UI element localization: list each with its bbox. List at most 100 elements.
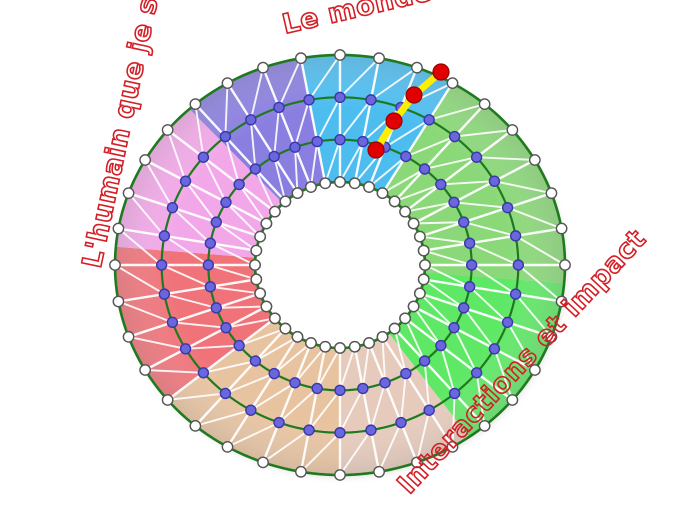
- interior-vertex: [423, 114, 435, 126]
- diagonal-edge: [184, 180, 218, 224]
- boundary-vertex: [559, 259, 571, 271]
- radial-edge: [418, 191, 553, 238]
- boundary-vertex: [555, 295, 568, 308]
- interior-vertex: [512, 259, 525, 271]
- diagonal-edge: [249, 118, 257, 170]
- diagonal-edge: [238, 183, 268, 225]
- radial-edge: [412, 305, 537, 372]
- diagonal-edge: [316, 96, 341, 143]
- interior-vertex: [463, 237, 476, 249]
- interior-vertex: [219, 387, 232, 400]
- diagonal-edge: [451, 392, 456, 448]
- radial-edge: [166, 128, 277, 213]
- diagonal-edge: [215, 221, 258, 252]
- boundary-vertex: [268, 312, 281, 325]
- diagonal-edge: [316, 347, 341, 390]
- boundary-vertex: [545, 187, 558, 200]
- interior-vertex: [245, 114, 257, 126]
- diagonal-edge: [202, 360, 257, 374]
- diagonal-edge: [224, 82, 229, 138]
- diagonal-edge: [339, 57, 381, 99]
- diagonal-edge: [517, 264, 563, 303]
- boundary-vertex: [305, 181, 317, 193]
- interior-vertex: [220, 196, 232, 209]
- boundary-vertex: [399, 205, 412, 218]
- interior-vertex: [158, 288, 171, 300]
- diagonal-edge: [160, 264, 212, 288]
- diagonal-edge: [514, 234, 566, 266]
- boundary-vertex: [419, 259, 431, 271]
- highlight-path-line: [372, 68, 445, 154]
- interior-vertex: [249, 355, 262, 367]
- interior-vertex: [418, 163, 431, 175]
- boundary-vertex: [478, 98, 491, 111]
- boundary-vertex: [112, 295, 125, 308]
- diagonal-edge: [225, 201, 262, 238]
- boundary-vertex: [348, 340, 361, 353]
- interior-vertex: [423, 404, 435, 416]
- diagonal-edge: [184, 344, 241, 350]
- interior-vertex: [509, 230, 522, 242]
- interior-vertex: [303, 94, 315, 106]
- interior-vertex: [166, 316, 179, 329]
- diagonal-edge: [493, 180, 553, 195]
- diagonal-edge: [423, 156, 478, 170]
- interior-vertex: [179, 343, 192, 355]
- diagonal-edge: [422, 278, 465, 309]
- radial-edge: [412, 158, 537, 225]
- boundary-vertex: [295, 465, 307, 478]
- boundary-vertex: [260, 300, 273, 313]
- diagonal-edge: [339, 98, 372, 141]
- boundary-vertex: [257, 456, 269, 469]
- boundary-vertex: [291, 330, 304, 343]
- boundary-vertex: [291, 187, 304, 200]
- boundary-vertex: [319, 340, 332, 353]
- interior-vertex: [158, 230, 171, 242]
- diagonal-edge: [166, 129, 187, 183]
- radial-edge: [403, 128, 514, 213]
- diagonal-edge: [378, 421, 402, 473]
- diagonal-edge: [215, 305, 268, 309]
- interior-vertex: [501, 201, 514, 214]
- interior-vertex: [210, 302, 222, 314]
- radial-edge: [367, 341, 419, 464]
- interior-vertex: [448, 387, 461, 400]
- interior-vertex: [435, 178, 447, 191]
- interior-vertex: [334, 384, 346, 397]
- boundary-vertex: [221, 77, 234, 90]
- diagonal-edge: [439, 344, 456, 395]
- diagonal-edge: [224, 372, 276, 395]
- interior-vertex: [249, 163, 262, 175]
- interior-vertex: [448, 130, 461, 143]
- diagonal-edge: [117, 300, 174, 324]
- diagonal-edge: [453, 326, 478, 374]
- boundary-vertex: [221, 440, 234, 453]
- radial-edge: [353, 345, 381, 474]
- interior-vertex: [289, 141, 301, 153]
- boundary-vertex: [122, 187, 135, 200]
- diagonal-edge: [404, 201, 455, 213]
- diagonal-edge: [127, 192, 166, 237]
- highlight-node: [367, 141, 385, 159]
- diagonal-edge: [299, 431, 341, 473]
- diagonal-edge: [144, 369, 205, 374]
- diagonal-edge: [404, 135, 456, 158]
- boundary-vertex: [446, 77, 459, 90]
- diagonal-edge: [171, 206, 212, 245]
- interior-vertex: [509, 288, 522, 300]
- interior-vertex: [219, 130, 232, 143]
- boundary-vertex: [334, 469, 346, 481]
- diagonal-edge: [278, 387, 319, 424]
- diagonal-edge: [418, 235, 471, 245]
- interior-vertex: [379, 377, 391, 389]
- torus-inner-shading: [115, 55, 565, 475]
- interior-vertex: [465, 259, 478, 271]
- diagonal-edge: [381, 335, 386, 384]
- boundary-vertex: [413, 287, 426, 300]
- interior-vertex: [448, 321, 460, 334]
- diagonal-edge: [194, 103, 205, 159]
- interior-vertex: [268, 367, 280, 380]
- boundary-vertex: [407, 217, 420, 230]
- boundary-vertex: [399, 312, 412, 325]
- diagonal-edge: [202, 156, 227, 204]
